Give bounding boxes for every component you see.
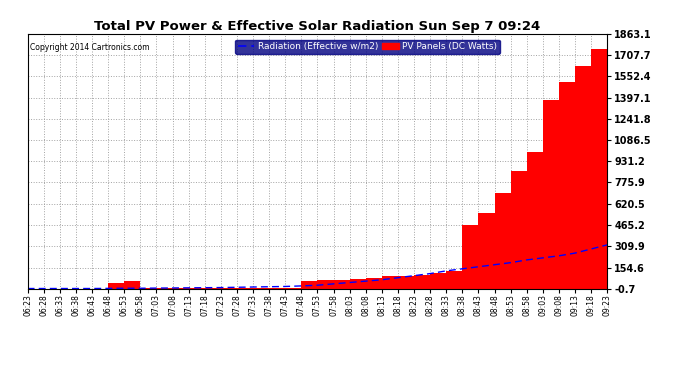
- Title: Total PV Power & Effective Solar Radiation Sun Sep 7 09:24: Total PV Power & Effective Solar Radiati…: [95, 20, 540, 33]
- Legend: Radiation (Effective w/m2), PV Panels (DC Watts): Radiation (Effective w/m2), PV Panels (D…: [235, 39, 500, 54]
- Text: Copyright 2014 Cartronics.com: Copyright 2014 Cartronics.com: [30, 43, 150, 52]
